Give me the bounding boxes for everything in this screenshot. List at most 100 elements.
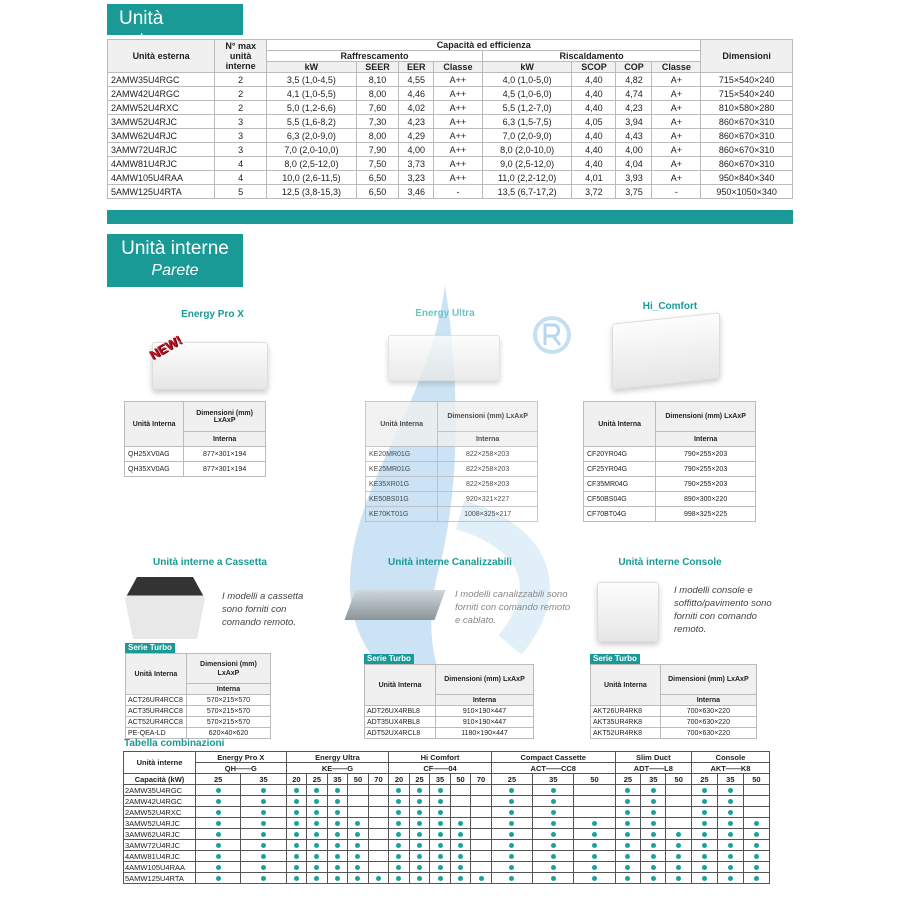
table-cell: 4AMW105U4RAA — [106, 170, 216, 185]
col-unit: Unità esterna — [106, 39, 216, 73]
table-cell: A+ — [651, 114, 702, 129]
table-cell: 4,82 — [615, 72, 653, 87]
compat-cell — [690, 806, 718, 818]
compatible-dot-icon — [509, 831, 515, 837]
compat-cell — [429, 839, 451, 851]
table-row: 2AMW35U4RGC 2 3,5 (1,0-4,5) 8,10 4,55 A++ 4,0 … — [106, 72, 793, 87]
table-cell: A++ — [433, 86, 483, 101]
compat-cell — [614, 872, 642, 884]
compatible-dot-icon — [215, 798, 221, 804]
compat-cell — [347, 795, 369, 807]
compat-cell — [742, 784, 771, 796]
compatible-dot-icon — [260, 809, 266, 815]
table-cell: 8,10 — [355, 72, 400, 87]
compatible-dot-icon — [458, 875, 464, 881]
hi-comfort-image — [612, 312, 720, 390]
ducted-table: Unità Interna Dimensioni (mm) LxAxP Intern… — [364, 664, 535, 739]
compat-cell — [449, 861, 472, 873]
table-cell: 860×670×310 — [700, 114, 793, 129]
compat-cell — [716, 806, 744, 818]
unit-cell: 4AMW81U4RJC — [123, 850, 196, 862]
compat-cell — [408, 839, 431, 851]
table-row: 3AMW72U4RJC — [123, 839, 771, 851]
compatible-dot-icon — [334, 842, 340, 848]
dimension-cell: 877×301×194 — [183, 461, 266, 477]
compat-cell — [240, 817, 287, 829]
col-dim: Dimensioni — [700, 39, 793, 73]
compat-cell — [408, 828, 431, 840]
compat-cell — [408, 784, 431, 796]
unit-cell: 3AMW62U4RJC — [123, 828, 196, 840]
compatible-dot-icon — [355, 831, 361, 837]
compatible-dot-icon — [215, 831, 221, 837]
compat-cell — [347, 828, 369, 840]
table-row: AKT26UR4RK8 700×630×220 — [590, 705, 758, 717]
compat-cell — [716, 828, 744, 840]
compat-cell — [742, 850, 771, 862]
table-cell: 4 — [214, 170, 268, 185]
compatible-dot-icon — [550, 809, 556, 815]
col-unit: Unità Interna — [364, 664, 436, 706]
table-row: ADT35UX4RBL8 910×190×447 — [364, 716, 535, 728]
compat-cell — [285, 817, 308, 829]
table-cell: - — [433, 184, 483, 199]
compat-cell — [194, 828, 242, 840]
table-row: ADT26UX4RBL8 910×190×447 — [364, 705, 535, 717]
table-cell: A++ — [433, 72, 483, 87]
table-cell: 3,75 — [615, 184, 653, 199]
compatible-dot-icon — [650, 809, 656, 815]
model-cell: CF25YR04G — [582, 461, 657, 477]
compat-cell — [490, 828, 534, 840]
compat-cell — [742, 817, 771, 829]
compat-cell — [326, 850, 349, 862]
compatible-dot-icon — [625, 853, 631, 859]
group-code: QH——G — [195, 762, 287, 774]
compat-cell — [532, 839, 575, 851]
table-row: 3AMW72U4RJC 3 7,0 (2,0-10,0) 7,90 4,00 A++ 8,0… — [106, 142, 793, 157]
dimension-cell: 700×630×220 — [659, 705, 758, 717]
compatible-dot-icon — [478, 875, 484, 881]
compat-cell — [306, 795, 328, 807]
compat-cell — [573, 872, 616, 884]
col-sub: Interna — [659, 694, 758, 706]
compat-cell — [194, 806, 242, 818]
compat-cell — [429, 850, 451, 862]
compatible-dot-icon — [260, 864, 266, 870]
capacity-cell: 25 — [490, 773, 534, 785]
compat-cell — [742, 795, 771, 807]
compatible-dot-icon — [701, 820, 707, 826]
dimension-cell: 620×40×620 — [185, 727, 272, 739]
compatible-dot-icon — [215, 875, 221, 881]
compatible-dot-icon — [509, 798, 515, 804]
dimension-cell: 570×215×570 — [185, 694, 272, 706]
table-row: CF50BS04G 890×300×220 — [582, 491, 756, 507]
compatible-dot-icon — [650, 831, 656, 837]
table-cell: 7,30 — [355, 114, 400, 129]
table-cell: A+ — [651, 100, 702, 115]
compat-cell — [429, 872, 451, 884]
compat-cell — [665, 806, 692, 818]
compat-cell — [470, 872, 492, 884]
compatible-dot-icon — [727, 842, 733, 848]
compatible-dot-icon — [676, 875, 682, 881]
compatible-dot-icon — [314, 820, 320, 826]
unit-cell: 2AMW52U4RXC — [123, 806, 196, 818]
table-row: 4AMW81U4RJC 4 8,0 (2,5-12,0) 7,50 3,73 A++ 9,0… — [106, 156, 793, 171]
table-cell: 4,02 — [398, 100, 435, 115]
model-cell: PE-QEA-LD — [125, 727, 187, 739]
compat-cell — [347, 850, 369, 862]
dimension-cell: 822×258×203 — [437, 461, 538, 477]
compat-cell — [240, 839, 287, 851]
col-corner: Unità interne — [123, 751, 196, 774]
model-cell: CF70BT04G — [582, 506, 657, 522]
console-title: Unità interne Console — [618, 557, 722, 568]
compat-cell — [573, 828, 616, 840]
table-cell: 4 — [214, 156, 268, 171]
table-cell: 5,0 (1,2-6,6) — [266, 100, 357, 115]
compatible-dot-icon — [701, 809, 707, 815]
compat-cell — [388, 817, 410, 829]
group-name: Slim Duct — [614, 751, 692, 763]
table-row: 4AMW105U4RAA 4 10,0 (2,6-11,5) 6,50 3,23 A++ 1… — [106, 170, 793, 185]
compat-cell — [408, 850, 431, 862]
capacity-cell: 35 — [532, 773, 575, 785]
